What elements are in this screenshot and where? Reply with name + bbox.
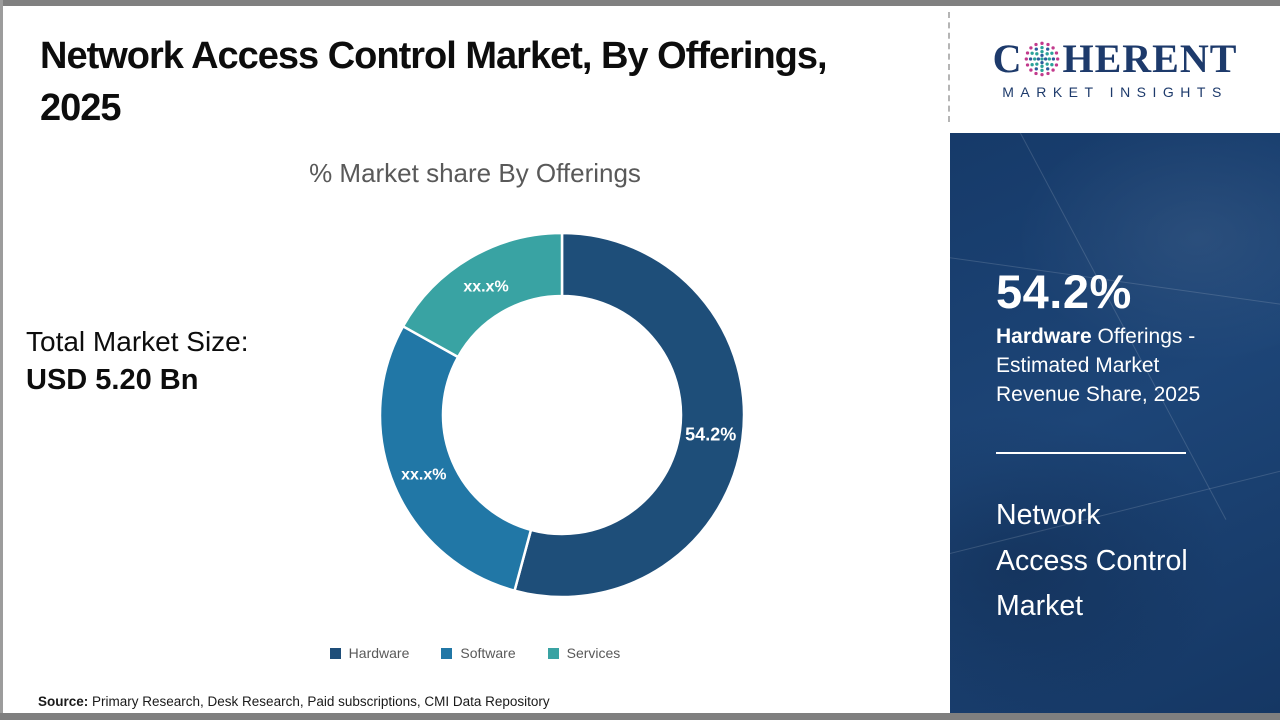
legend-label-hardware: Hardware: [348, 645, 410, 661]
legend-item-hardware: Hardware: [329, 645, 410, 661]
sidebar-stat-desc-line2: Estimated Market: [996, 354, 1160, 377]
top-border-bar: [0, 0, 1280, 6]
total-market-size-block: Total Market Size: USD 5.20 Bn: [26, 322, 249, 400]
donut-slice-label-software: xx.x%: [401, 466, 446, 483]
brand-logo-suffix: HERENT: [1062, 36, 1238, 81]
sidebar-stat-desc-bold: Hardware: [996, 325, 1092, 348]
sidebar-market-name-line2: Access Control: [996, 544, 1188, 577]
donut-slice-software: [378, 324, 533, 593]
legend-swatch-software-icon: [441, 647, 453, 659]
total-market-size-value: USD 5.20 Bn: [26, 364, 199, 396]
legend-swatch-hardware-icon: [329, 647, 341, 659]
legend-label-services: Services: [566, 645, 621, 661]
donut-slice-label-services: xx.x%: [463, 279, 508, 296]
sidebar-market-name: Network Access Control Market: [996, 493, 1188, 630]
donut-chart: 54.2% xx.x% xx.x%: [367, 220, 757, 610]
sidebar-market-name-line1: Network: [996, 499, 1101, 531]
donut-slice-label-hardware: 54.2%: [685, 425, 736, 445]
page-title: Network Access Control Market, By Offeri…: [40, 30, 920, 134]
donut-chart-svg: 54.2% xx.x% xx.x%: [378, 231, 746, 599]
sidebar-market-name-line3: Market: [996, 590, 1084, 622]
page-title-line2: 2025: [40, 87, 122, 129]
legend-label-software: Software: [460, 645, 516, 661]
chart-title: % Market share By Offerings: [309, 158, 641, 188]
brand-logo: C HERENT: [993, 39, 1238, 79]
donut-slice-hardware: [512, 231, 746, 599]
legend-item-services: Services: [547, 645, 621, 661]
main-panel: Network Access Control Market, By Offeri…: [0, 30, 950, 709]
sidebar-stat-description: Hardware Offerings - Estimated Market Re…: [996, 322, 1200, 409]
chart-legend: Hardware Software Services: [0, 645, 950, 661]
bottom-border-bar: [0, 713, 1280, 720]
coherent-globe-icon: [1025, 41, 1060, 77]
donut-slice-services: [401, 231, 564, 359]
highlight-sidebar: 54.2% Hardware Offerings - Estimated Mar…: [950, 133, 1280, 713]
sidebar-stat-value: 54.2%: [996, 265, 1132, 318]
sidebar-stat-desc-line1: Offerings -: [1091, 325, 1196, 348]
logo-dashed-divider: [948, 12, 950, 122]
brand-logo-panel: C HERENT MARKET INSIGHTS: [950, 6, 1280, 133]
source-note: Source: Primary Research, Desk Research,…: [38, 694, 550, 709]
brand-logo-prefix: C: [992, 36, 1023, 81]
legend-item-software: Software: [441, 645, 516, 661]
sidebar-stat-desc-line3: Revenue Share, 2025: [996, 383, 1201, 406]
brand-logo-subtitle: MARKET INSIGHTS: [1002, 84, 1228, 100]
source-label: Source:: [38, 694, 89, 709]
total-market-size-label: Total Market Size:: [26, 326, 249, 357]
page-title-line1: Network Access Control Market, By Offeri…: [40, 35, 828, 77]
sidebar-divider-line: [996, 452, 1186, 454]
legend-swatch-services-icon: [547, 647, 559, 659]
source-text: Primary Research, Desk Research, Paid su…: [88, 694, 550, 709]
left-border-bar: [0, 0, 3, 720]
